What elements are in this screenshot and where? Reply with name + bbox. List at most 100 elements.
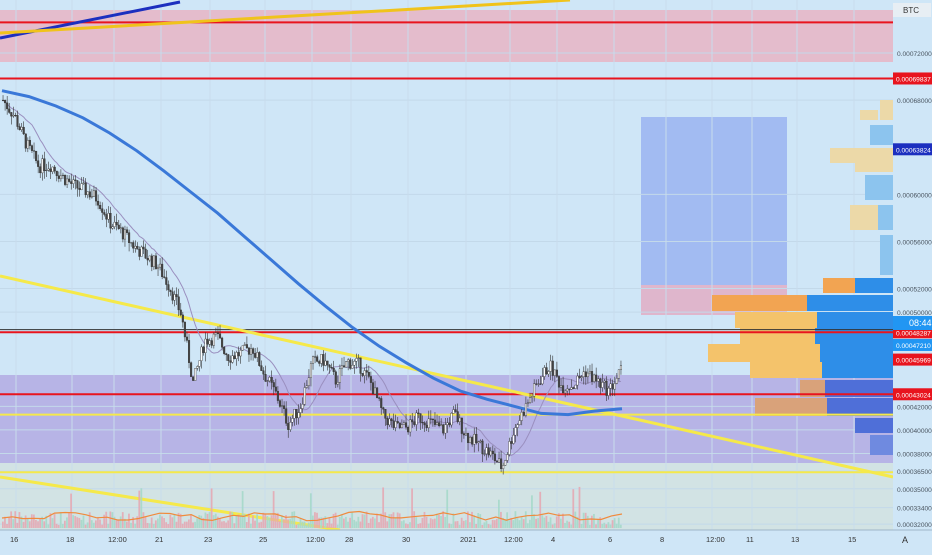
candle-body	[26, 140, 29, 149]
candle-body	[462, 433, 465, 436]
price-label-text: 0.00069837	[896, 76, 931, 83]
candle-body	[92, 190, 95, 197]
volume-bar	[281, 515, 283, 528]
candle-body	[545, 367, 548, 375]
candle-body	[297, 412, 300, 419]
candle-body	[173, 294, 176, 301]
candle-body	[156, 266, 160, 269]
price-label-badge	[893, 72, 932, 85]
candle-body	[487, 447, 490, 456]
volume-bar	[411, 488, 413, 528]
candle-body	[560, 385, 563, 388]
volume-bar	[287, 519, 289, 528]
candle-body	[599, 378, 602, 388]
candle-body	[427, 418, 430, 428]
volume-bar	[82, 515, 85, 528]
volume-bar	[568, 521, 571, 528]
volume-bar	[367, 522, 370, 528]
volume-bar	[47, 524, 50, 528]
volume-bar	[2, 521, 4, 528]
volume-bar	[537, 518, 540, 528]
candle-body	[266, 380, 269, 382]
vp-bar	[865, 175, 893, 200]
candle-body	[553, 369, 556, 376]
top-trend-line-gold	[0, 0, 571, 35]
volume-bar	[555, 516, 558, 528]
candle-body	[167, 284, 170, 291]
volume-bar	[225, 522, 227, 528]
candle-body	[394, 421, 397, 428]
volume-bar	[134, 523, 137, 528]
volume-bar	[533, 514, 535, 528]
volume-bar	[57, 524, 60, 528]
time-tick-label: 25	[259, 535, 267, 544]
candle-body	[345, 361, 348, 368]
candle-body	[351, 365, 354, 369]
candle-body	[94, 190, 98, 202]
candle-body	[128, 232, 131, 243]
candle-body	[181, 314, 184, 323]
auto-scale-toggle[interactable]: A	[902, 535, 908, 545]
candle-body	[584, 371, 587, 378]
time-tick-label: 12:00	[504, 535, 523, 544]
volume-bar	[163, 518, 165, 528]
volume-bar	[307, 522, 310, 528]
volume-bar	[12, 519, 15, 528]
candle-body	[260, 365, 263, 371]
volume-bar	[293, 511, 296, 528]
candle-body	[214, 332, 217, 335]
time-axis[interactable]: 16 18 12:00 21 23 25 12:00 28 30 2021 12:00 4 6 8 12:0…	[0, 529, 932, 550]
fast-moving-average	[2, 99, 622, 456]
volume-bar	[128, 513, 130, 528]
candle-body	[86, 191, 89, 196]
candle-body	[450, 413, 453, 426]
candle-body	[125, 229, 129, 233]
volume-bar	[475, 523, 478, 528]
target-box[interactable]	[641, 117, 787, 315]
candle-body	[43, 158, 46, 172]
volume-bar	[144, 516, 147, 528]
price-axis[interactable]: 0.00072000 0.00068000 0.00060000 0.00056000…	[893, 0, 932, 530]
volume-bar	[299, 518, 302, 528]
vp-bar	[817, 312, 893, 328]
volume-bar	[588, 524, 591, 528]
volume-bar	[425, 516, 428, 528]
volume-bar	[117, 519, 120, 528]
volume-bar	[146, 522, 149, 528]
candle-body	[63, 174, 67, 185]
volume-bar	[272, 491, 275, 528]
candle-body	[529, 397, 532, 403]
candle-body	[458, 417, 461, 422]
candle-body	[57, 175, 60, 179]
candle-body	[278, 400, 281, 407]
candle-body	[425, 424, 428, 428]
volume-bar	[177, 512, 180, 528]
volume-bar	[169, 514, 172, 528]
candle-body	[493, 453, 496, 461]
volume-bar	[20, 516, 23, 528]
candle-body	[312, 356, 315, 364]
time-tick-label: 28	[345, 535, 353, 544]
candle-body	[258, 352, 261, 366]
volume-bar	[522, 519, 525, 528]
candle-body	[566, 388, 569, 392]
candle-body	[324, 360, 327, 366]
candle-body	[378, 397, 381, 399]
volume-bar	[495, 518, 498, 528]
volume-bar	[109, 511, 112, 528]
candle-body	[547, 371, 550, 375]
volume-bar	[76, 517, 79, 528]
vp-bar	[755, 398, 827, 416]
volume-bar	[322, 517, 325, 528]
volume-bar	[574, 511, 577, 528]
candle-body	[415, 412, 418, 425]
volume-bar	[421, 518, 424, 528]
price-tick-label: 0.00050000	[897, 310, 932, 317]
candle-body	[446, 422, 449, 425]
candle-body	[283, 405, 286, 409]
volume-bar	[485, 520, 488, 528]
candle-body	[28, 140, 31, 146]
candle-body	[30, 145, 33, 151]
volume-bar	[529, 519, 531, 528]
